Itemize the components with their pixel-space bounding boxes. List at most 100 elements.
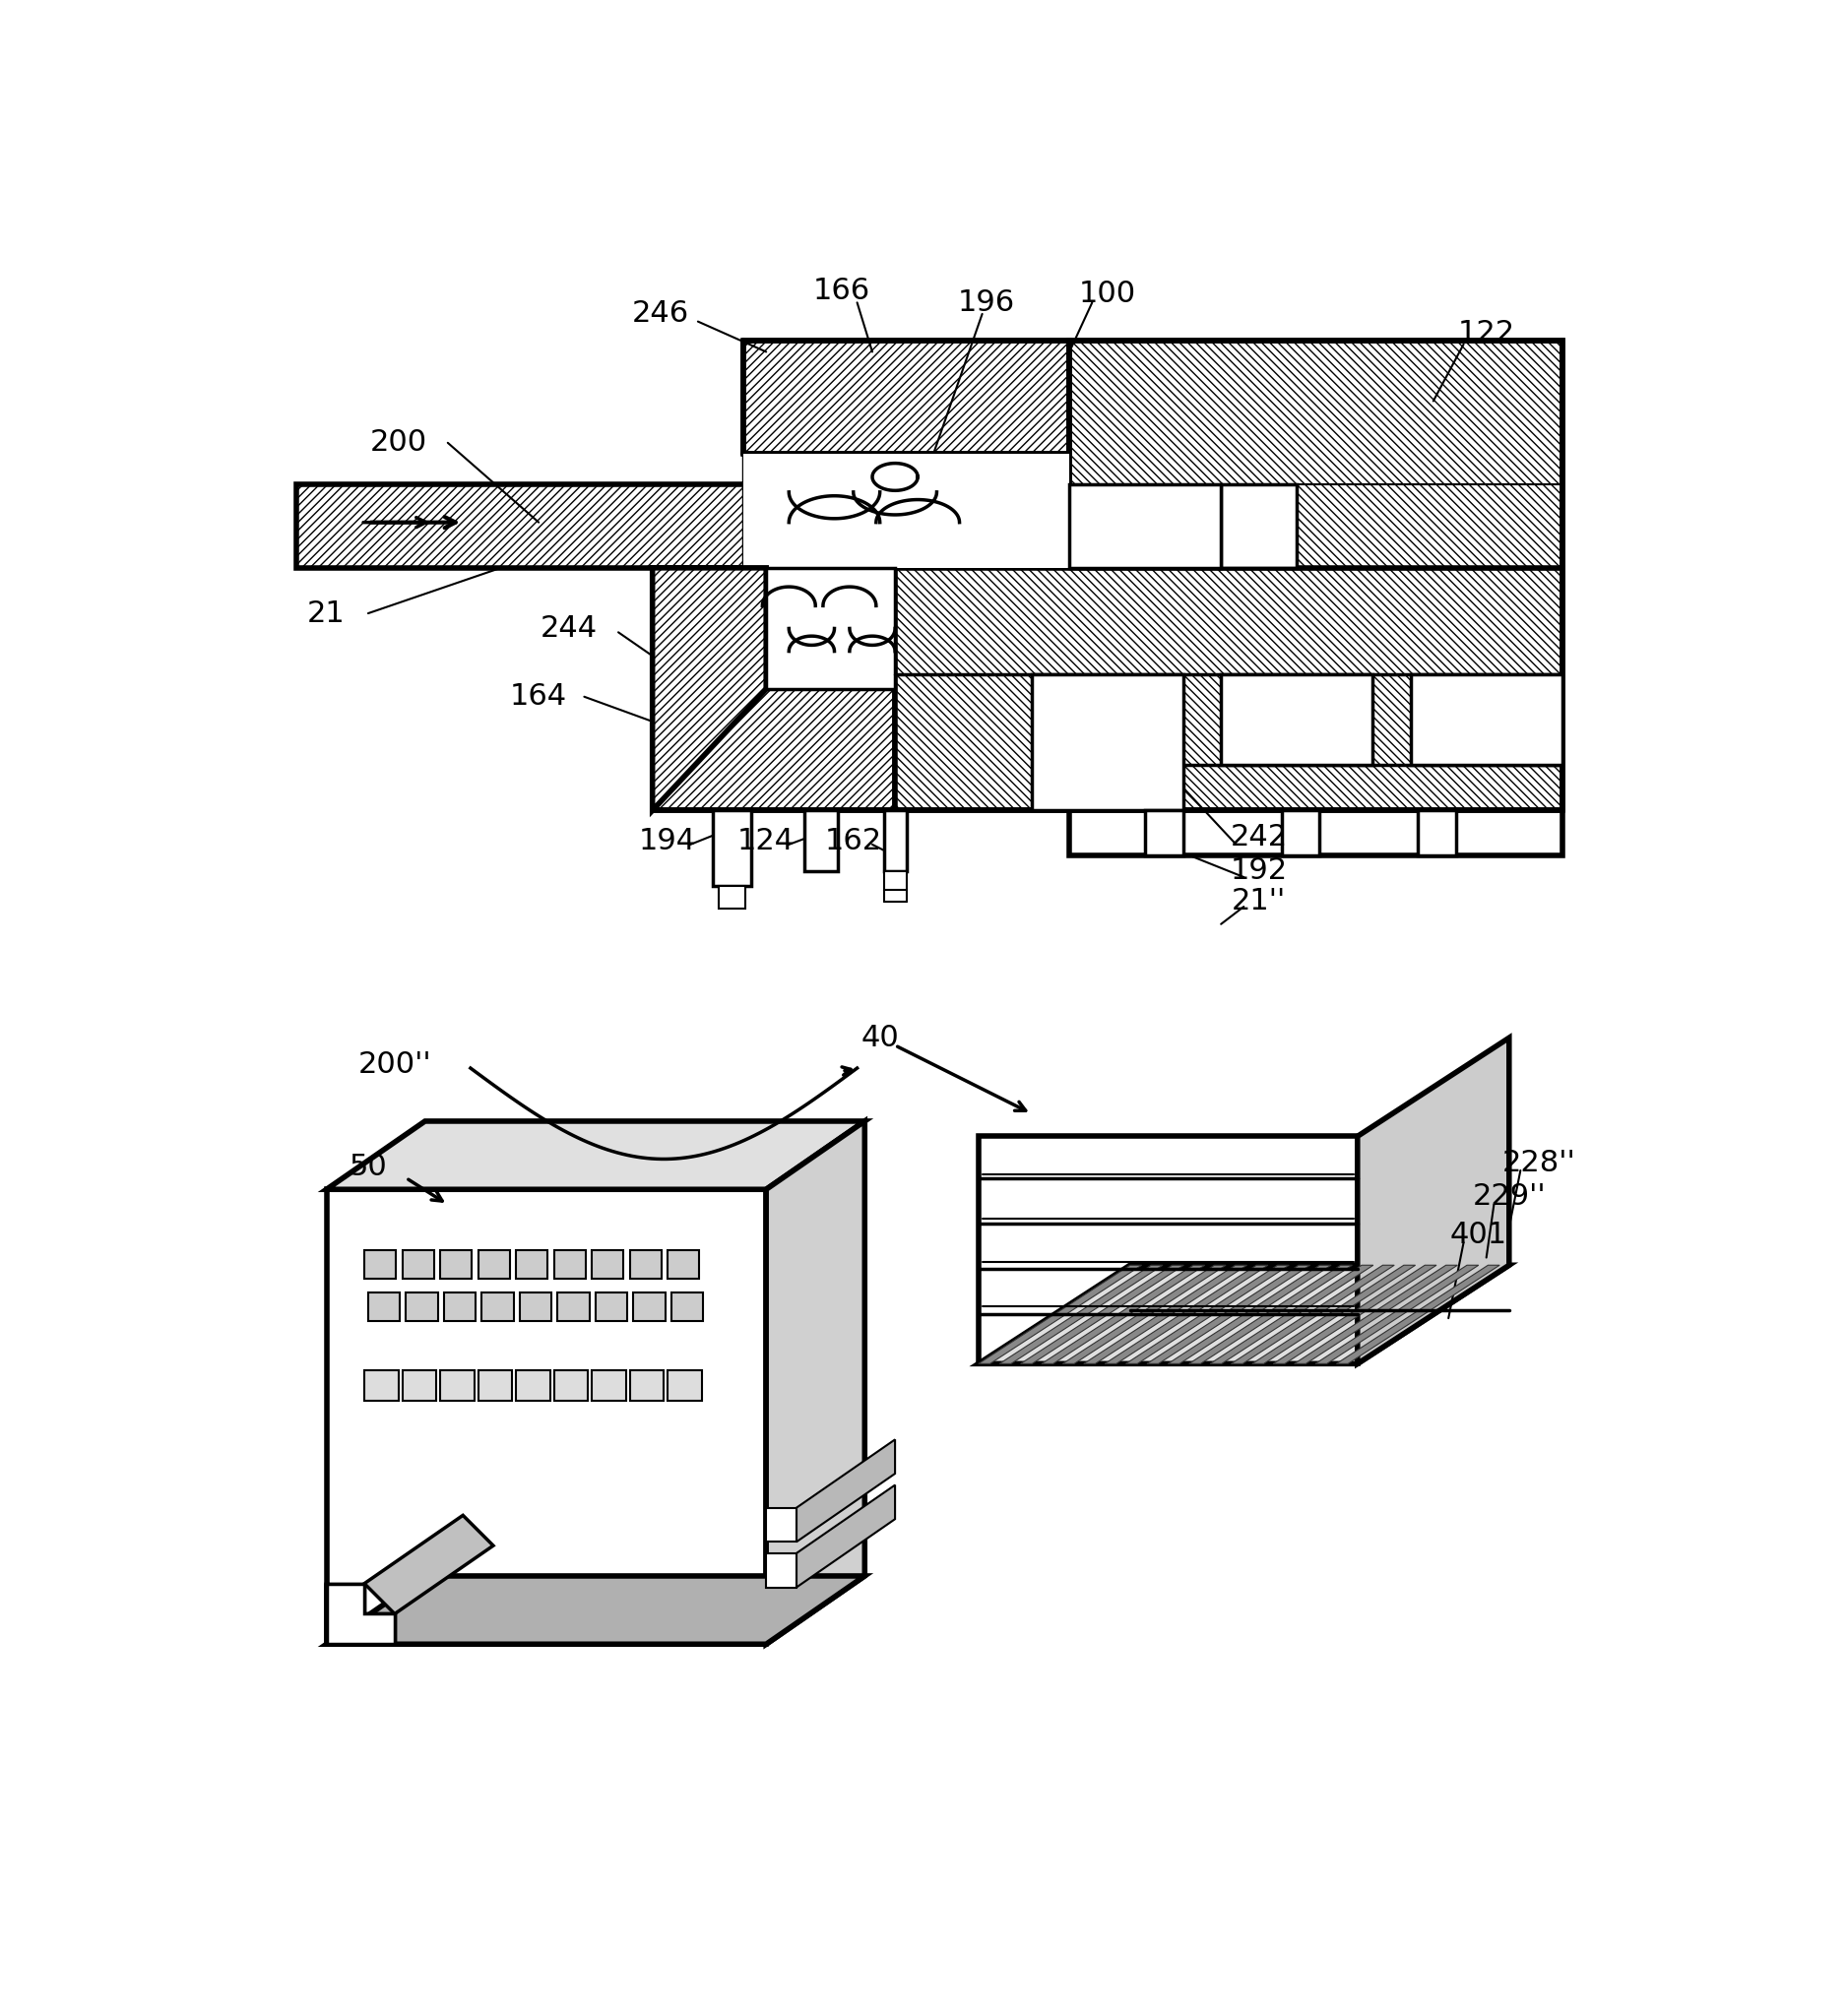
Polygon shape xyxy=(515,1371,550,1401)
Polygon shape xyxy=(1145,810,1184,857)
Polygon shape xyxy=(883,810,907,871)
Polygon shape xyxy=(478,1371,512,1401)
Polygon shape xyxy=(364,1516,493,1615)
Polygon shape xyxy=(803,810,839,871)
Polygon shape xyxy=(1062,1266,1226,1363)
Polygon shape xyxy=(515,1250,549,1278)
Polygon shape xyxy=(327,1189,767,1645)
Polygon shape xyxy=(1031,673,1184,810)
Polygon shape xyxy=(667,1371,702,1401)
Text: 162: 162 xyxy=(826,827,883,855)
Polygon shape xyxy=(554,1250,585,1278)
Polygon shape xyxy=(482,1292,513,1320)
Polygon shape xyxy=(1167,1266,1332,1363)
Polygon shape xyxy=(403,1250,434,1278)
Polygon shape xyxy=(634,1292,665,1320)
Polygon shape xyxy=(554,1371,587,1401)
Polygon shape xyxy=(1418,810,1455,857)
Polygon shape xyxy=(796,1486,896,1587)
Polygon shape xyxy=(742,341,1069,454)
Polygon shape xyxy=(896,569,1563,810)
Polygon shape xyxy=(652,569,896,810)
Polygon shape xyxy=(1021,1266,1184,1363)
Text: 40: 40 xyxy=(861,1024,899,1052)
Polygon shape xyxy=(630,1250,661,1278)
Polygon shape xyxy=(327,1583,395,1645)
Polygon shape xyxy=(406,1292,438,1320)
Text: 228'': 228'' xyxy=(1503,1149,1575,1177)
Polygon shape xyxy=(1232,1266,1394,1363)
Polygon shape xyxy=(713,810,752,887)
Polygon shape xyxy=(1337,1266,1500,1363)
Polygon shape xyxy=(767,1508,796,1542)
Polygon shape xyxy=(519,1292,552,1320)
Polygon shape xyxy=(999,1266,1164,1363)
Polygon shape xyxy=(718,887,744,909)
Polygon shape xyxy=(364,1371,399,1401)
Polygon shape xyxy=(440,1371,475,1401)
Polygon shape xyxy=(558,1292,589,1320)
Text: 124: 124 xyxy=(737,827,794,855)
Polygon shape xyxy=(443,1292,477,1320)
Polygon shape xyxy=(979,1266,1141,1363)
Polygon shape xyxy=(595,1292,628,1320)
Polygon shape xyxy=(767,569,896,689)
Text: 21: 21 xyxy=(307,599,345,627)
Polygon shape xyxy=(368,1292,401,1320)
Text: 244: 244 xyxy=(541,615,598,643)
Polygon shape xyxy=(979,1266,1509,1363)
Polygon shape xyxy=(1189,1266,1352,1363)
Polygon shape xyxy=(1221,673,1372,764)
Polygon shape xyxy=(742,454,1069,569)
Polygon shape xyxy=(327,1121,864,1189)
Polygon shape xyxy=(1282,810,1319,857)
Polygon shape xyxy=(1252,1266,1415,1363)
Text: 21'': 21'' xyxy=(1232,887,1286,915)
Polygon shape xyxy=(1295,1266,1457,1363)
Text: 401: 401 xyxy=(1450,1220,1507,1250)
Polygon shape xyxy=(1315,1266,1479,1363)
Polygon shape xyxy=(1084,1266,1247,1363)
Text: 100: 100 xyxy=(1079,278,1136,308)
Polygon shape xyxy=(883,871,907,889)
Polygon shape xyxy=(1127,1266,1289,1363)
Polygon shape xyxy=(979,1137,1358,1363)
Polygon shape xyxy=(1147,1266,1310,1363)
Text: 229'': 229'' xyxy=(1472,1183,1546,1212)
Polygon shape xyxy=(1411,673,1563,764)
Text: 200'': 200'' xyxy=(358,1050,432,1079)
Polygon shape xyxy=(296,484,896,569)
Polygon shape xyxy=(327,1577,864,1645)
Polygon shape xyxy=(672,1292,704,1320)
Polygon shape xyxy=(652,569,767,810)
Polygon shape xyxy=(1210,1266,1374,1363)
Polygon shape xyxy=(440,1250,473,1278)
Polygon shape xyxy=(1358,1038,1509,1363)
Polygon shape xyxy=(767,1552,796,1587)
Polygon shape xyxy=(403,1371,436,1401)
Polygon shape xyxy=(1069,484,1221,569)
Polygon shape xyxy=(364,1250,397,1278)
Polygon shape xyxy=(796,1439,896,1542)
Text: 122: 122 xyxy=(1457,319,1515,347)
Text: 50: 50 xyxy=(349,1153,388,1181)
Text: 196: 196 xyxy=(957,288,1014,317)
Polygon shape xyxy=(767,1121,864,1645)
Text: 164: 164 xyxy=(510,683,567,712)
Text: 200: 200 xyxy=(369,429,427,458)
Text: 192: 192 xyxy=(1230,857,1287,885)
Polygon shape xyxy=(667,1250,700,1278)
Polygon shape xyxy=(1221,484,1297,569)
Text: 242: 242 xyxy=(1230,823,1287,851)
Polygon shape xyxy=(1105,1266,1269,1363)
Polygon shape xyxy=(630,1371,663,1401)
Text: 166: 166 xyxy=(813,276,870,306)
Polygon shape xyxy=(1273,1266,1437,1363)
Polygon shape xyxy=(478,1250,510,1278)
Text: 194: 194 xyxy=(639,827,696,855)
Polygon shape xyxy=(591,1250,624,1278)
Polygon shape xyxy=(1042,1266,1204,1363)
Polygon shape xyxy=(1069,341,1563,758)
Polygon shape xyxy=(591,1371,626,1401)
Text: 246: 246 xyxy=(632,300,689,329)
